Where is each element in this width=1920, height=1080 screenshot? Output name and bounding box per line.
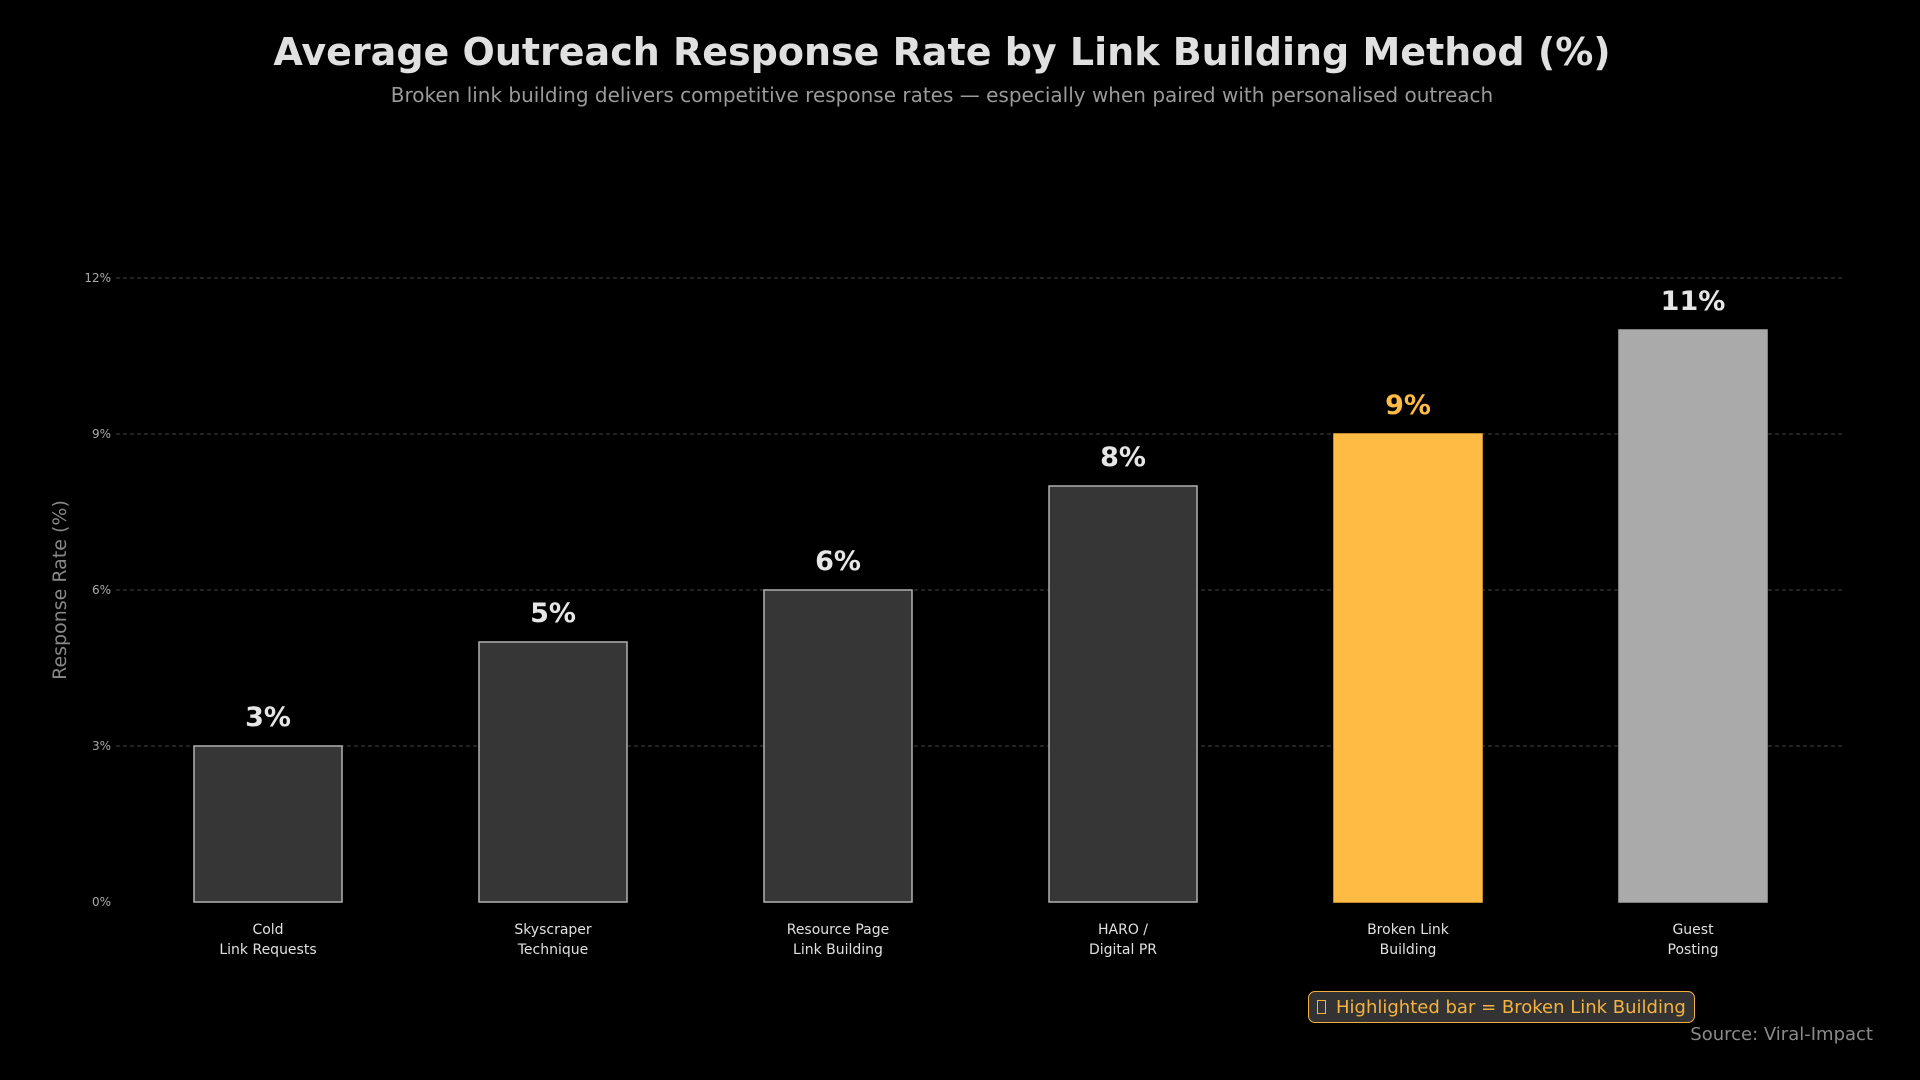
x-tick-label: HARO / xyxy=(1098,922,1148,938)
bar xyxy=(763,589,913,903)
chart-title: Average Outreach Response Rate by Link B… xyxy=(273,30,1611,74)
legend: Highlighted bar = Broken Link Building xyxy=(1308,991,1695,1023)
x-tick-label: Technique xyxy=(517,942,589,958)
data-label: 5% xyxy=(530,598,576,629)
x-tick-label: Posting xyxy=(1668,942,1719,958)
bar xyxy=(193,745,343,903)
y-tick-label: 3% xyxy=(92,739,111,753)
source-note: Source: Viral-Impact xyxy=(1690,1024,1873,1045)
data-label: 11% xyxy=(1661,286,1726,317)
x-tick-label: Link Requests xyxy=(219,942,316,958)
x-tick-label: Broken Link xyxy=(1367,922,1450,938)
x-tick-label: Resource Page xyxy=(787,922,890,938)
y-tick-label: 12% xyxy=(84,271,111,285)
bar xyxy=(478,641,628,903)
data-label: 9% xyxy=(1385,390,1431,421)
x-tick-label: Digital PR xyxy=(1089,942,1157,958)
y-tick-label: 9% xyxy=(92,427,111,441)
x-tick-label: Skyscraper xyxy=(514,922,592,938)
x-tick-label: Cold xyxy=(252,922,283,938)
chart-subtitle: Broken link building delivers competitiv… xyxy=(390,83,1494,107)
missing-glyph-icon xyxy=(1317,1000,1326,1014)
bar xyxy=(1048,485,1198,903)
y-tick-label: 0% xyxy=(92,895,111,909)
data-label: 6% xyxy=(815,546,861,577)
y-tick-label: 6% xyxy=(92,583,111,597)
x-tick-label: Guest xyxy=(1672,922,1714,938)
data-label: 8% xyxy=(1100,442,1146,473)
legend-text: Highlighted bar = Broken Link Building xyxy=(1336,996,1686,1018)
bar xyxy=(1333,433,1483,903)
bar xyxy=(1618,329,1768,903)
y-axis-label: Response Rate (%) xyxy=(49,500,71,680)
x-tick-label: Link Building xyxy=(793,942,883,958)
x-tick-label: Building xyxy=(1380,942,1437,958)
data-label: 3% xyxy=(245,702,291,733)
